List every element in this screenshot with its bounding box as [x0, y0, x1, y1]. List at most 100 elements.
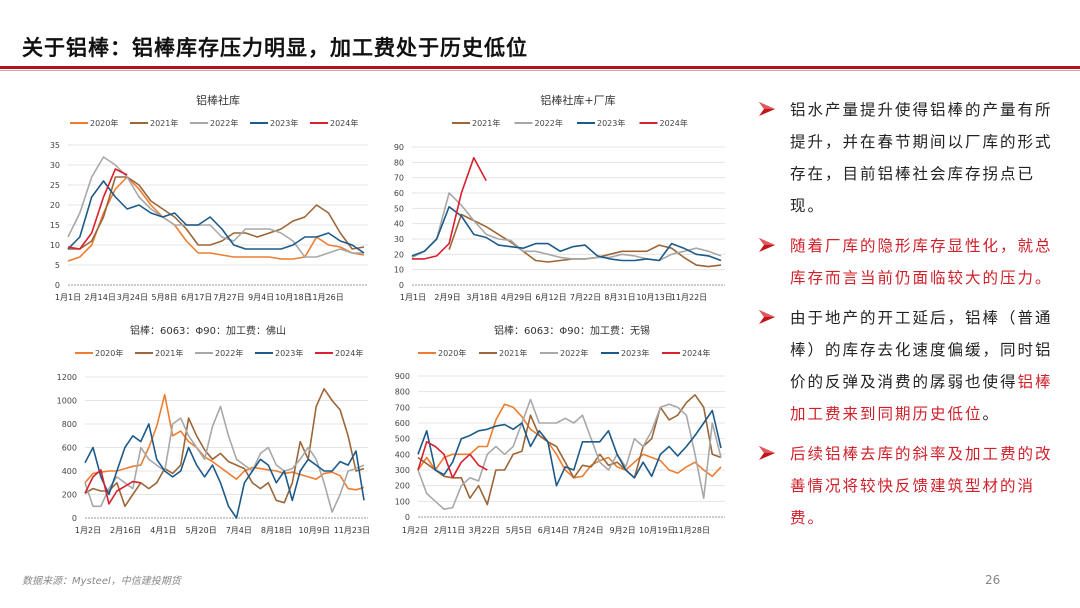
- series-line-2020年: [67, 176, 365, 262]
- y-tick-label: 80: [394, 158, 404, 167]
- y-tick-label: 35: [50, 141, 60, 150]
- y-tick-label: 0: [405, 513, 410, 522]
- x-tick-label: 6月17日: [181, 293, 212, 302]
- legend-label: 2020年: [90, 118, 118, 128]
- y-tick-label: 5: [55, 261, 60, 270]
- x-tick-label: 7月4日: [226, 526, 252, 535]
- x-tick-label: 3月22日: [469, 526, 500, 535]
- legend-label: 2023年: [270, 118, 298, 128]
- chart-title: 铝棒社库: [196, 93, 240, 107]
- y-tick-label: 100: [395, 497, 410, 506]
- y-tick-label: 40: [394, 220, 404, 229]
- title-divider-thin: [0, 70, 1080, 71]
- y-tick-label: 600: [62, 444, 77, 453]
- x-tick-label: 7月24日: [572, 526, 603, 535]
- chart-2: 铝棒社库+厂库 0 10 20 30 40 50 60 70 80 90 1月1日 2月9日 3月18日 4…: [394, 93, 725, 302]
- legend-label: 2023年: [275, 348, 303, 358]
- series-line-2023年: [67, 180, 365, 254]
- x-tick-label: 3月18日: [466, 293, 497, 302]
- x-tick-label: 8月31日: [604, 293, 635, 302]
- y-tick-label: 90: [394, 143, 404, 152]
- legend-label: 2023年: [621, 348, 649, 358]
- y-tick-label: 0: [55, 281, 60, 290]
- series-line-2022年: [411, 192, 722, 262]
- bullet-item: 由于地产的开工延后，铝棒（普通棒）的库存去化速度偏缓，同时铝价的反弹及消费的孱弱…: [758, 302, 1058, 430]
- y-tick-label: 30: [394, 235, 404, 244]
- bullet-list: 铝水产量提升使得铝棒的产量有所提升，并在春节期间以厂库的形式存在，目前铝棒社会库…: [758, 94, 1058, 542]
- title-divider: [0, 66, 1080, 69]
- y-tick-label: 800: [62, 420, 77, 429]
- series-line-2024年: [84, 469, 141, 505]
- x-tick-label: 4月1日: [150, 526, 176, 535]
- legend-label: 2024年: [682, 348, 710, 358]
- x-tick-label: 8月18日: [261, 526, 292, 535]
- y-tick-label: 1200: [57, 373, 77, 382]
- x-tick-label: 9月2日: [610, 526, 636, 535]
- chart-title: 铝棒：6063：Φ90：加工费：佛山: [130, 324, 286, 337]
- y-tick-label: 400: [62, 467, 77, 476]
- x-tick-label: 2月11日: [434, 526, 465, 535]
- y-tick-label: 200: [62, 491, 77, 500]
- bullet-item: 铝水产量提升使得铝棒的产量有所提升，并在春节期间以厂库的形式存在，目前铝棒社会库…: [758, 94, 1058, 222]
- data-source-note: 数据来源：Mysteel，中信建投期货: [22, 576, 181, 587]
- arrow-right-icon: [759, 102, 775, 116]
- x-tick-label: 1月2日: [75, 526, 101, 535]
- y-tick-label: 20: [50, 201, 60, 210]
- bullet-text: 铝水产量提升使得铝棒的产量有所提升，并在春节期间以厂库的形式存在，目前铝棒社会库…: [790, 101, 1053, 215]
- bullet-item: 随着厂库的隐形库存显性化，就总库存而言当前仍面临较大的压力。: [758, 230, 1058, 294]
- chart-title: 铝棒社库+厂库: [540, 93, 615, 107]
- x-tick-label: 1月1日: [400, 293, 426, 302]
- series-line-2020年: [417, 403, 722, 479]
- y-tick-label: 70: [394, 174, 404, 183]
- y-tick-label: 800: [395, 388, 410, 397]
- legend-label: 2022年: [535, 118, 563, 128]
- x-tick-label: 7月27日: [213, 293, 244, 302]
- y-tick-label: 10: [394, 266, 404, 275]
- y-tick-label: 0: [399, 281, 404, 290]
- series-line-2022年: [67, 156, 364, 258]
- y-tick-label: 500: [395, 435, 410, 444]
- series-line-2024年: [67, 168, 128, 250]
- x-tick-label: 5月8日: [152, 293, 178, 302]
- x-tick-label: 2月14日: [85, 293, 116, 302]
- legend-label: 2020年: [95, 348, 123, 358]
- y-tick-label: 1000: [57, 397, 77, 406]
- x-tick-label: 1月2日: [402, 526, 428, 535]
- legend-label: 2021年: [472, 118, 500, 128]
- x-tick-label: 3月24日: [117, 293, 148, 302]
- series-line-2023年: [417, 409, 722, 487]
- legend-label: 2020年: [438, 348, 466, 358]
- y-tick-label: 400: [395, 450, 410, 459]
- bullet-text: 后续铝棒去库的斜率及加工费的改善情况将较快反馈建筑型材的消费。: [790, 445, 1053, 527]
- x-tick-label: 5月5日: [506, 526, 532, 535]
- series-line-2020年: [84, 393, 365, 491]
- legend-label: 2021年: [150, 118, 178, 128]
- x-tick-label: 2月9日: [434, 293, 460, 302]
- x-tick-label: 4月29日: [501, 293, 532, 302]
- x-tick-label: 10月19日: [639, 526, 675, 535]
- legend-label: 2024年: [660, 118, 688, 128]
- x-tick-label: 5月20日: [185, 526, 216, 535]
- legend-label: 2023年: [597, 118, 625, 128]
- page-number: 26: [985, 573, 1001, 587]
- x-tick-label: 2月16日: [110, 526, 141, 535]
- y-tick-label: 25: [50, 181, 60, 190]
- x-tick-label: 10月9日: [299, 526, 330, 535]
- bullet-text: 。: [982, 405, 1001, 423]
- bullet-item: 后续铝棒去库的斜率及加工费的改善情况将较快反馈建筑型材的消费。: [758, 438, 1058, 534]
- y-tick-label: 30: [50, 161, 60, 170]
- x-tick-label: 6月12日: [535, 293, 566, 302]
- y-tick-label: 900: [395, 372, 410, 381]
- x-tick-label: 10月13日: [636, 293, 672, 302]
- arrow-right-icon: [759, 310, 775, 324]
- arrow-right-icon: [759, 446, 775, 460]
- series-line-2021年: [84, 388, 365, 508]
- y-tick-label: 20: [394, 250, 404, 259]
- y-tick-label: 300: [395, 466, 410, 475]
- y-tick-label: 700: [395, 403, 410, 412]
- y-tick-label: 60: [394, 189, 404, 198]
- y-tick-label: 15: [50, 221, 60, 230]
- arrow-right-icon: [759, 238, 775, 252]
- bullet-text: 铝棒加工费来到同期历史低位: [790, 373, 1053, 423]
